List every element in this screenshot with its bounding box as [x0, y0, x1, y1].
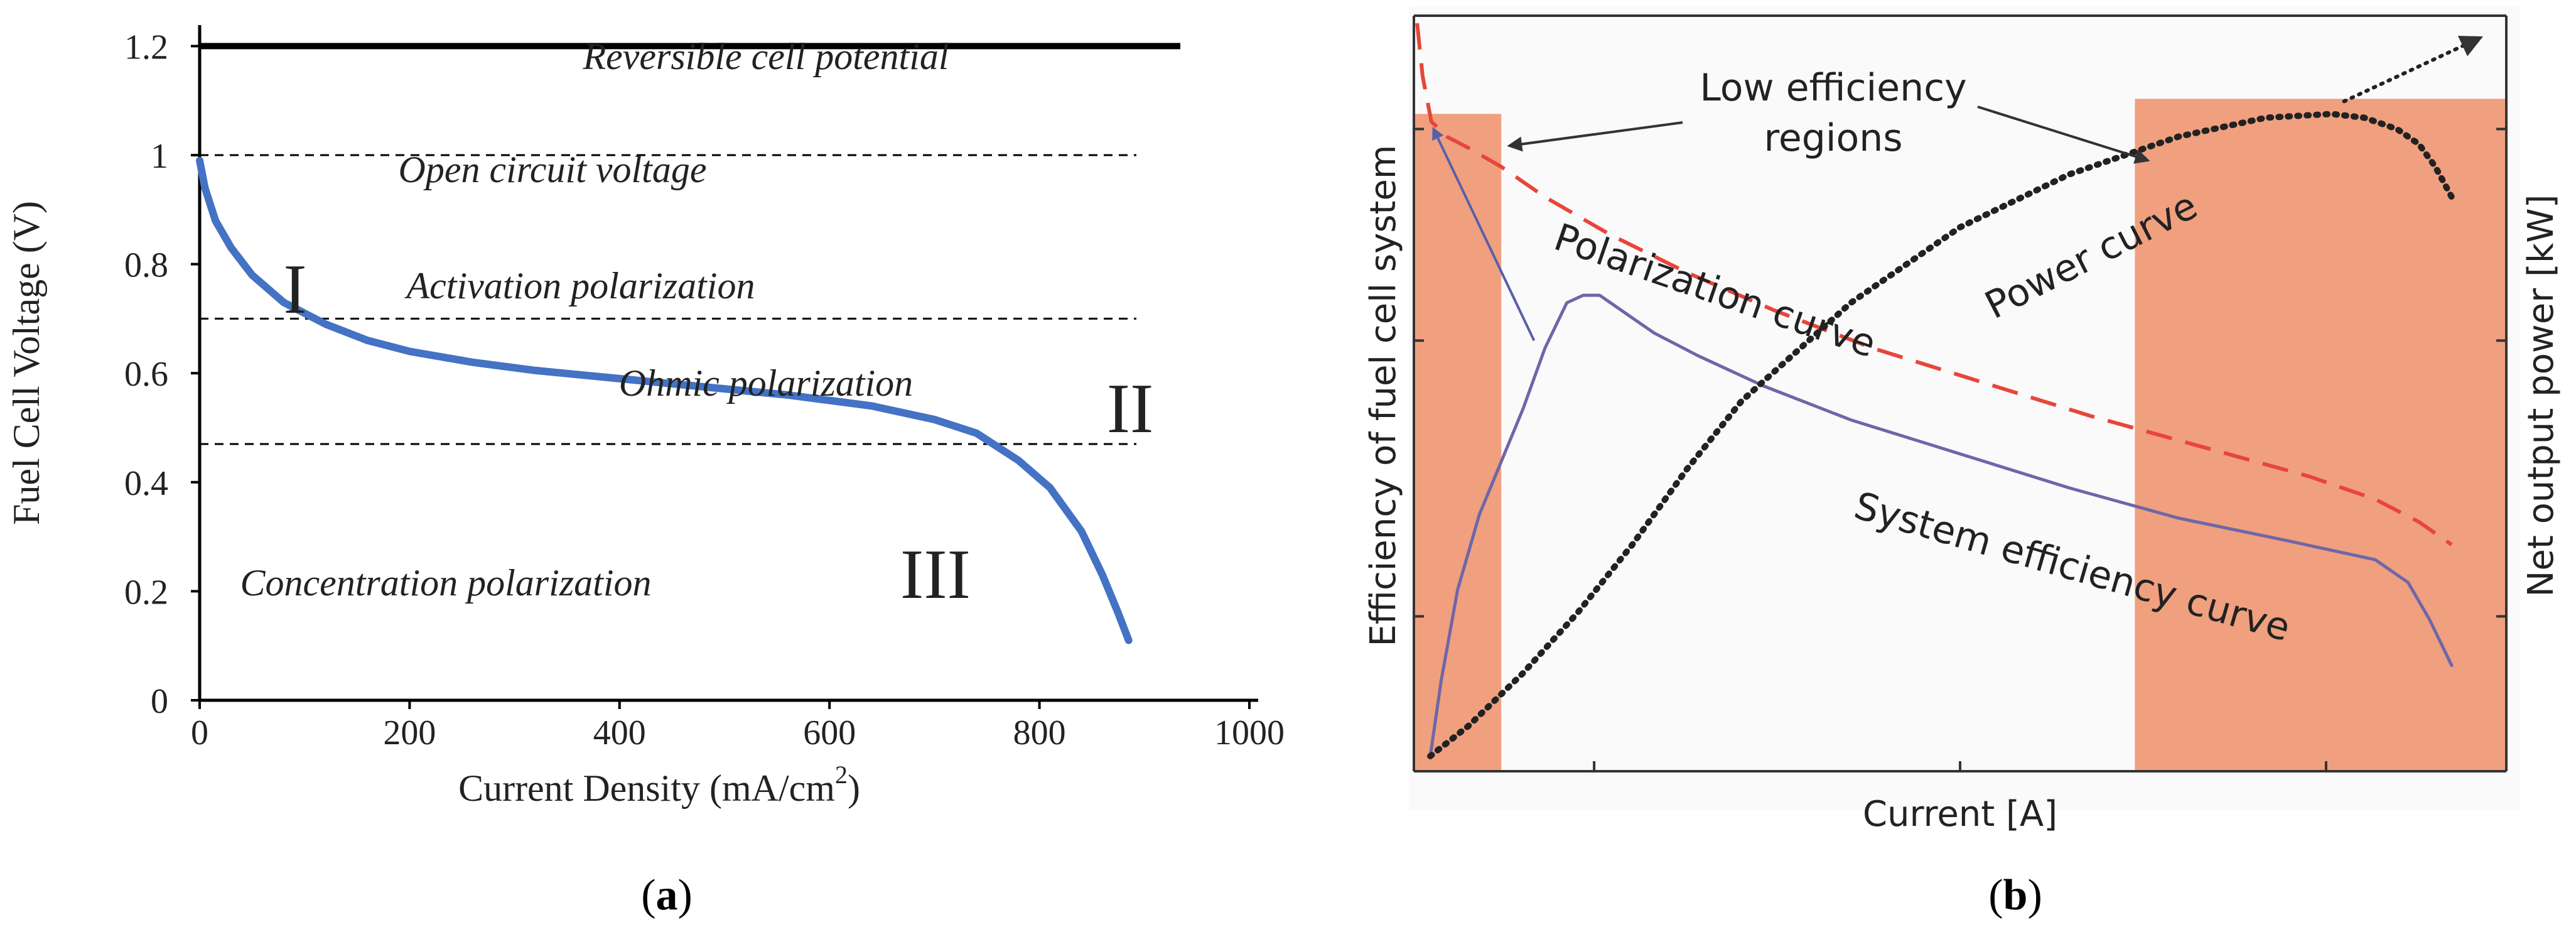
- a-y-tick-label: 1.2: [124, 28, 168, 67]
- a-y-axis-title: Fuel Cell Voltage (V): [6, 201, 47, 525]
- a-reference-lines: [200, 43, 1180, 445]
- a-label-reversible: Reversible cell potential: [582, 36, 949, 77]
- b-annotation-line1: Low efficiency: [1700, 66, 1966, 110]
- a-x-tick-label: 200: [383, 713, 436, 752]
- a-label-activation: Activation polarization: [404, 265, 755, 306]
- b-y-axis-right-title: Net output power [kW]: [2521, 195, 2562, 597]
- b-series: [1415, 23, 2484, 759]
- b-low-efficiency-region-left: [1414, 114, 1502, 771]
- b-ticks: [1414, 127, 2506, 771]
- panel-b-chart: Low efficiency regions Polarization curv…: [1363, 6, 2562, 919]
- a-y-tick-label: 1: [151, 137, 168, 176]
- a-label-concentration: Concentration polarization: [240, 562, 651, 604]
- a-x-tick-label: 800: [1013, 713, 1066, 752]
- b-system-efficiency-curve: [1428, 293, 2454, 758]
- a-x-tick-label: 400: [593, 713, 646, 752]
- a-ticks: 0 200 400 600 800 1000 0 0.2 0.4 0.6 0.8 1 1.2: [124, 28, 1285, 752]
- panel-a-chart: 0 200 400 600 800 1000 0 0.2 0.4 0.6 0.8 1 1.2 Rever…: [6, 25, 1285, 919]
- a-label-open-circuit: Open circuit voltage: [399, 149, 707, 190]
- b-power-curve: [1427, 111, 2455, 759]
- a-x-tick-label: 0: [191, 713, 208, 752]
- a-polarization-curve: [196, 156, 1133, 644]
- b-annotation-arrow-left: [1507, 121, 1683, 152]
- a-y-tick-label: 0.4: [124, 464, 168, 503]
- a-roman-III: III: [900, 536, 971, 614]
- a-roman-II: II: [1107, 370, 1154, 448]
- a-y-tick-label: 0.8: [124, 246, 168, 285]
- b-polarization-curve: [1415, 23, 2453, 546]
- a-y-tick-label: 0: [151, 682, 168, 721]
- b-low-efficiency-region-right: [2135, 99, 2506, 772]
- a-roman-I: I: [283, 251, 306, 328]
- a-x-axis-title: Current Density (mA/cm2): [458, 761, 860, 809]
- a-y-tick-label: 0.2: [124, 573, 168, 612]
- a-series: [196, 156, 1133, 644]
- a-x-tick-label: 600: [803, 713, 856, 752]
- b-x-axis-title: Current [A]: [1863, 794, 2057, 835]
- a-label-ohmic: Ohmic polarization: [619, 362, 913, 404]
- b-panel-label: (b): [1988, 871, 2042, 919]
- a-panel-label: (a): [641, 871, 693, 919]
- b-low-efficiency-regions: [1414, 99, 2506, 772]
- a-x-tick-label: 1000: [1214, 713, 1285, 752]
- b-annotation-arrow-right: [1977, 106, 2150, 164]
- a-axes: [198, 25, 1258, 702]
- a-y-tick-label: 0.6: [124, 355, 168, 394]
- b-annotation-line2: regions: [1764, 116, 1902, 160]
- b-power-arrow: [2342, 35, 2484, 104]
- b-y-axis-left-title: Efficiency of fuel cell system: [1363, 145, 1404, 647]
- b-efficiency-arrow: [1432, 126, 1536, 342]
